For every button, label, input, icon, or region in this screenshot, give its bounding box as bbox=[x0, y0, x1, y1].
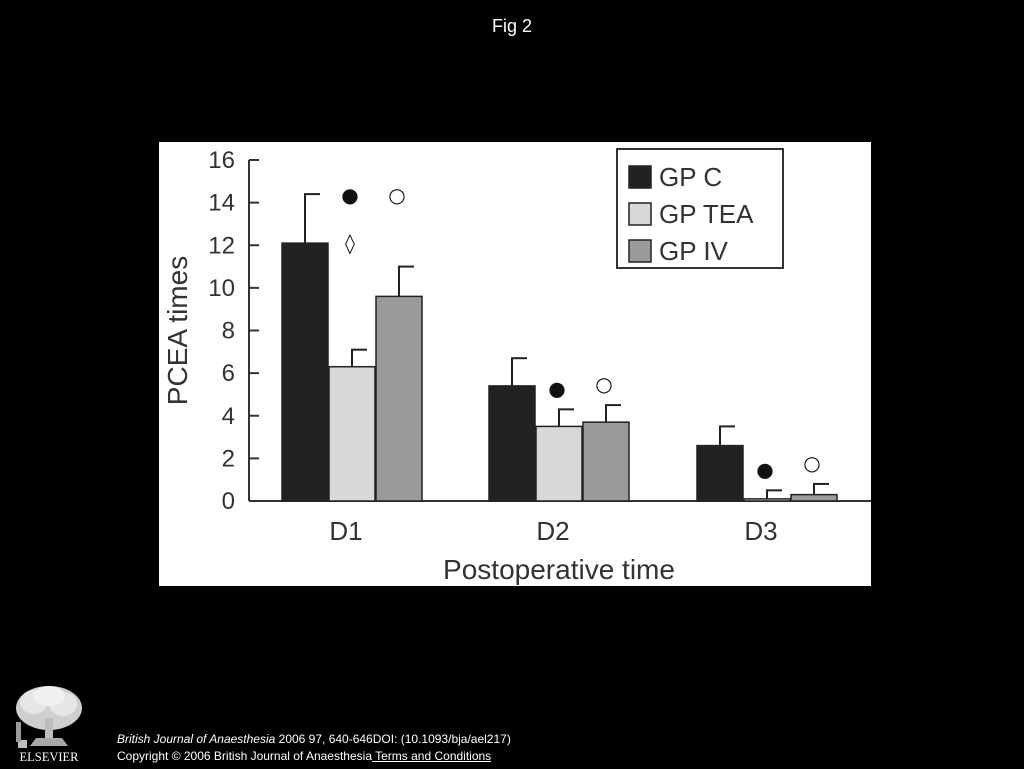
copyright-line: Copyright © 2006 British Journal of Anae… bbox=[117, 748, 511, 765]
bar bbox=[535, 425, 583, 502]
significance-marker: ○ bbox=[595, 372, 612, 396]
significance-marker: ◊ bbox=[345, 231, 355, 255]
x-tick-label: D1 bbox=[329, 516, 362, 546]
x-tick-label: D2 bbox=[536, 516, 569, 546]
y-tick-label: 0 bbox=[222, 488, 235, 515]
significance-marker: ○ bbox=[388, 183, 405, 207]
bar bbox=[790, 493, 838, 502]
bar bbox=[743, 498, 791, 502]
x-tick-label: D3 bbox=[744, 516, 777, 546]
bar-chart: 0 2 4 6 8 10 12 14 16 PCEA times D1 D2 D3 Postoperati… bbox=[162, 147, 871, 585]
y-tick-label: 12 bbox=[208, 232, 235, 259]
bar bbox=[696, 444, 744, 502]
y-tick-label: 10 bbox=[208, 275, 235, 302]
bar bbox=[328, 365, 376, 502]
citation-line: British Journal of Anaesthesia 2006 97, … bbox=[117, 731, 511, 748]
y-tick-label: 4 bbox=[222, 403, 235, 430]
significance-marker: ● bbox=[548, 376, 565, 400]
y-tick-label: 16 bbox=[208, 147, 235, 174]
elsevier-logo: ELSEVIER bbox=[10, 682, 88, 764]
y-tick-label: 6 bbox=[222, 360, 235, 387]
legend-swatch bbox=[628, 165, 652, 189]
bar bbox=[582, 421, 630, 502]
legend-label: GP C bbox=[659, 162, 722, 192]
citation-details: 2006 97, 640-646DOI: (10.1093/bja/ael217… bbox=[275, 732, 511, 746]
legend-label: GP TEA bbox=[659, 199, 754, 229]
significance-marker: ● bbox=[341, 183, 358, 207]
journal-name: British Journal of Anaesthesia bbox=[117, 732, 276, 746]
figure-title: Fig 2 bbox=[491, 16, 533, 36]
elsevier-logo-text: ELSEVIER bbox=[19, 750, 79, 764]
legend-swatch bbox=[628, 202, 652, 226]
x-axis-title: Postoperative time bbox=[443, 554, 675, 585]
legend-label: GP IV bbox=[659, 236, 729, 266]
significance-marker: ● bbox=[756, 457, 773, 481]
citation-block: British Journal of Anaesthesia 2006 97, … bbox=[117, 731, 511, 765]
copyright-text: Copyright © 2006 British Journal of Anae… bbox=[117, 749, 372, 763]
y-tick-label: 8 bbox=[222, 318, 235, 345]
bar bbox=[281, 242, 329, 502]
y-tick-label: 14 bbox=[208, 190, 235, 217]
chart-panel: 0 2 4 6 8 10 12 14 16 PCEA times D1 D2 D3 Postoperati… bbox=[159, 142, 871, 586]
bar bbox=[375, 295, 423, 502]
y-tick-label: 2 bbox=[222, 445, 235, 472]
terms-link[interactable]: Terms and Conditions bbox=[372, 749, 492, 763]
legend-swatch bbox=[628, 239, 652, 263]
bar bbox=[488, 385, 536, 502]
significance-marker: ○ bbox=[803, 451, 820, 475]
y-axis-title: PCEA times bbox=[162, 256, 193, 405]
